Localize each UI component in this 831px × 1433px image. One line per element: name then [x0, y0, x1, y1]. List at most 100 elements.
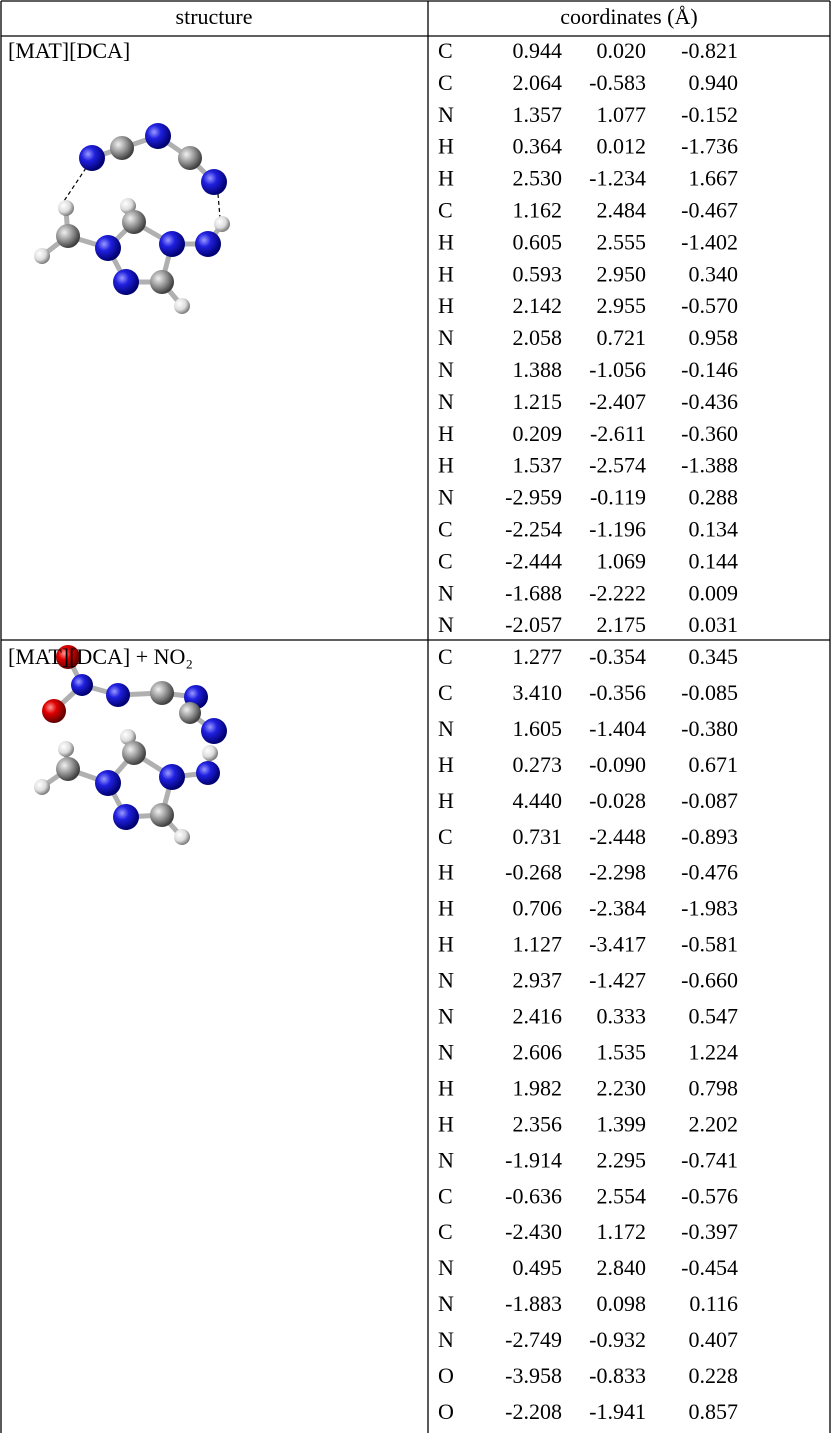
structure-label: [MAT][DCA] + NO₂	[8, 644, 193, 669]
coordinate: -0.741	[681, 1147, 738, 1172]
element-symbol: N	[438, 1147, 454, 1172]
coordinate: 2.840	[597, 1255, 647, 1280]
coordinate: -1.883	[505, 1291, 562, 1316]
element-symbol: H	[438, 788, 454, 813]
coordinate: 0.345	[689, 644, 739, 669]
coordinate: -0.833	[589, 1363, 646, 1388]
coordinate: -3.417	[589, 932, 646, 957]
coordinate: -1.234	[589, 166, 646, 191]
element-symbol: H	[438, 166, 454, 191]
element-symbol: N	[438, 968, 454, 993]
coordinate: 0.144	[689, 548, 739, 573]
coordinate: 2.295	[597, 1147, 647, 1172]
coordinate: -3.958	[505, 1363, 562, 1388]
coordinate: 1.215	[513, 389, 563, 414]
coordinate: 2.554	[597, 1183, 647, 1208]
coordinate: 2.356	[513, 1111, 563, 1136]
coordinate: -0.087	[681, 788, 738, 813]
column-header: coordinates (Å)	[560, 4, 697, 29]
element-symbol: H	[438, 932, 454, 957]
coordinate: 0.731	[513, 824, 563, 849]
column-header: structure	[176, 4, 253, 29]
element-symbol: N	[438, 612, 454, 637]
element-symbol: N	[438, 485, 454, 510]
element-symbol: N	[438, 325, 454, 350]
coordinate: 0.020	[597, 38, 647, 63]
element-symbol: N	[438, 1291, 454, 1316]
element-symbol: C	[438, 824, 453, 849]
coordinate: -1.196	[589, 516, 646, 541]
molecule-image	[34, 645, 227, 845]
coordinate: 2.955	[597, 293, 647, 318]
coordinate: -2.407	[589, 389, 646, 414]
coordinate: 0.364	[513, 134, 563, 159]
coordinate: -2.749	[505, 1327, 562, 1352]
coordinate: 1.535	[597, 1039, 647, 1064]
element-symbol: C	[438, 1219, 453, 1244]
coordinate: 2.064	[513, 70, 563, 95]
coordinate: 1.357	[513, 102, 563, 127]
element-symbol: C	[438, 548, 453, 573]
molecule-image	[34, 123, 230, 314]
element-symbol: H	[438, 752, 454, 777]
coordinate: 0.116	[689, 1291, 738, 1316]
coordinate: 0.407	[689, 1327, 739, 1352]
coordinate: -0.152	[681, 102, 738, 127]
element-symbol: N	[438, 716, 454, 741]
coordinate: 1.982	[513, 1075, 563, 1100]
coordinate: 0.228	[689, 1363, 739, 1388]
element-symbol: C	[438, 1183, 453, 1208]
element-symbol: N	[438, 580, 454, 605]
element-symbol: H	[438, 1111, 454, 1136]
coordinate: -0.476	[681, 860, 738, 885]
coordinate: 0.940	[689, 70, 739, 95]
element-symbol: H	[438, 860, 454, 885]
element-symbol: H	[438, 1075, 454, 1100]
coordinate: -0.576	[681, 1183, 738, 1208]
coordinate: -2.057	[505, 612, 562, 637]
coordinate: -0.356	[589, 680, 646, 705]
element-symbol: C	[438, 38, 453, 63]
coordinate: 0.706	[513, 896, 563, 921]
element-symbol: C	[438, 644, 453, 669]
coordinate: 0.209	[513, 421, 563, 446]
element-symbol: C	[438, 197, 453, 222]
element-symbol: N	[438, 1255, 454, 1280]
coordinate: 2.950	[597, 261, 647, 286]
element-symbol: C	[438, 680, 453, 705]
coordinate: -0.360	[681, 421, 738, 446]
coordinate: 1.127	[513, 932, 563, 957]
coordinate: -0.893	[681, 824, 738, 849]
coordinate: -2.430	[505, 1219, 562, 1244]
coordinate: 0.134	[689, 516, 739, 541]
coordinate: 2.416	[513, 1004, 563, 1029]
coordinate: -1.983	[681, 896, 738, 921]
coordinate: 0.857	[689, 1399, 739, 1424]
coordinate: -2.254	[505, 516, 562, 541]
element-symbol: N	[438, 1039, 454, 1064]
coordinate: 0.671	[689, 752, 739, 777]
coordinate: 2.202	[689, 1111, 739, 1136]
coordinate: -2.574	[589, 453, 646, 478]
coordinate: 0.288	[689, 485, 739, 510]
coordinate: 4.440	[513, 788, 563, 813]
coordinate: -0.268	[505, 860, 562, 885]
coordinate: -0.146	[681, 357, 738, 382]
coordinate: -0.119	[590, 485, 646, 510]
coordinate: -0.436	[681, 389, 738, 414]
coordinate: -1.914	[505, 1147, 562, 1172]
coordinate: 1.224	[689, 1039, 739, 1064]
element-symbol: H	[438, 293, 454, 318]
coordinate: -1.404	[589, 716, 646, 741]
element-symbol: H	[438, 261, 454, 286]
coordinate: -0.090	[589, 752, 646, 777]
coordinate: 0.958	[689, 325, 739, 350]
element-symbol: H	[438, 421, 454, 446]
coordinate: 2.555	[597, 229, 647, 254]
coordinate: 1.537	[513, 453, 563, 478]
element-symbol: H	[438, 453, 454, 478]
coordinate: -1.688	[505, 580, 562, 605]
element-symbol: C	[438, 516, 453, 541]
element-symbol: N	[438, 357, 454, 382]
coordinate: 3.410	[513, 680, 563, 705]
